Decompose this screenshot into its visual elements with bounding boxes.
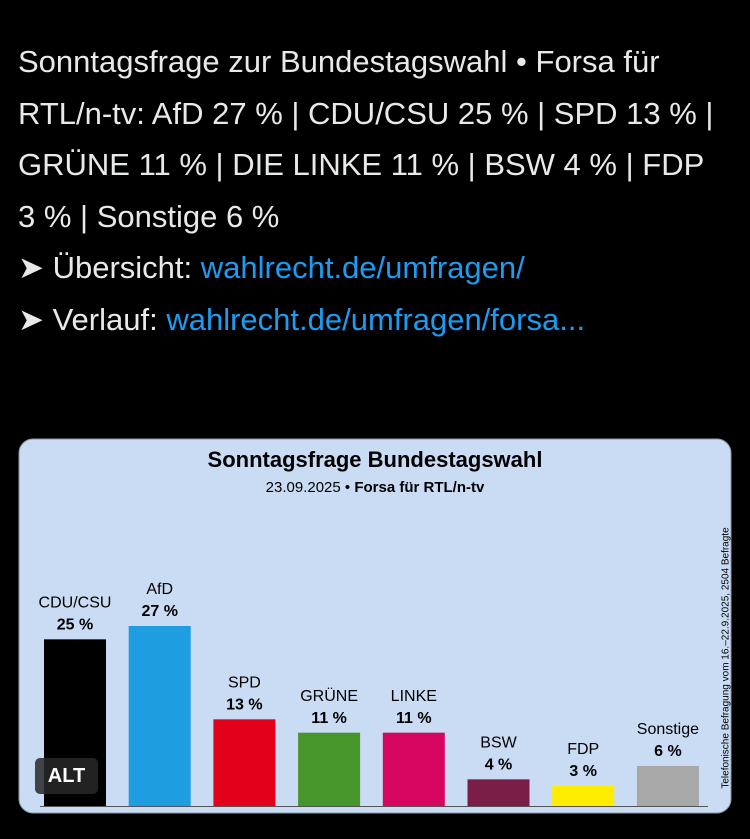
category-label: Sonstige [637, 721, 699, 738]
link-label: ➤ Übersicht: [18, 250, 193, 285]
subtitle-date: 23.09.2025 • [266, 479, 351, 496]
category-label: BSW [480, 735, 517, 752]
bar [552, 786, 615, 806]
bar [213, 719, 276, 806]
category-label: AfD [146, 581, 173, 598]
value-label: 6 % [654, 743, 682, 760]
bar [382, 732, 445, 806]
chart-card[interactable]: Sonntagsfrage Bundestagswahl 23.09.2025 … [18, 438, 732, 814]
category-label: LINKE [391, 688, 437, 705]
link-label: ➤ Verlauf: [18, 301, 158, 337]
category-label: GRÜNE [300, 687, 358, 705]
subtitle-source: Forsa für RTL/n-tv [354, 479, 485, 496]
bar [467, 779, 530, 806]
value-label: 4 % [485, 757, 513, 774]
value-label: 27 % [141, 603, 177, 620]
category-label: CDU/CSU [39, 595, 112, 612]
value-label: 11 % [311, 710, 347, 727]
link-line: ➤ Verlauf: wahlrecht.de/umfragen/forsa..… [18, 294, 723, 346]
value-label: 25 % [57, 617, 93, 634]
chart-title: Sonntagsfrage Bundestagswahl [208, 447, 543, 472]
value-label: 13 % [226, 697, 262, 714]
link[interactable]: wahlrecht.de/umfragen/forsa... [166, 301, 586, 337]
tweet-text: Sonntagsfrage zur Bundestagswahl • Forsa… [18, 36, 723, 345]
side-note: Telefonische Befragung vom 16.–22.9.2025… [721, 527, 732, 789]
value-label: 11 % [396, 710, 432, 727]
bar [128, 626, 191, 806]
card-background [18, 438, 732, 814]
link[interactable]: wahlrecht.de/umfragen/ [200, 250, 525, 285]
category-label: FDP [567, 741, 599, 758]
chart-subtitle: 23.09.2025 • Forsa für RTL/n-tv [266, 479, 485, 496]
alt-badge[interactable]: ALT [35, 758, 98, 794]
link-line: ➤ Übersicht: wahlrecht.de/umfragen/ [18, 242, 723, 294]
bar [298, 732, 361, 806]
category-label: SPD [228, 675, 261, 692]
tweet-body: Sonntagsfrage zur Bundestagswahl • Forsa… [18, 44, 714, 234]
bar [636, 766, 699, 806]
value-label: 3 % [569, 763, 597, 780]
